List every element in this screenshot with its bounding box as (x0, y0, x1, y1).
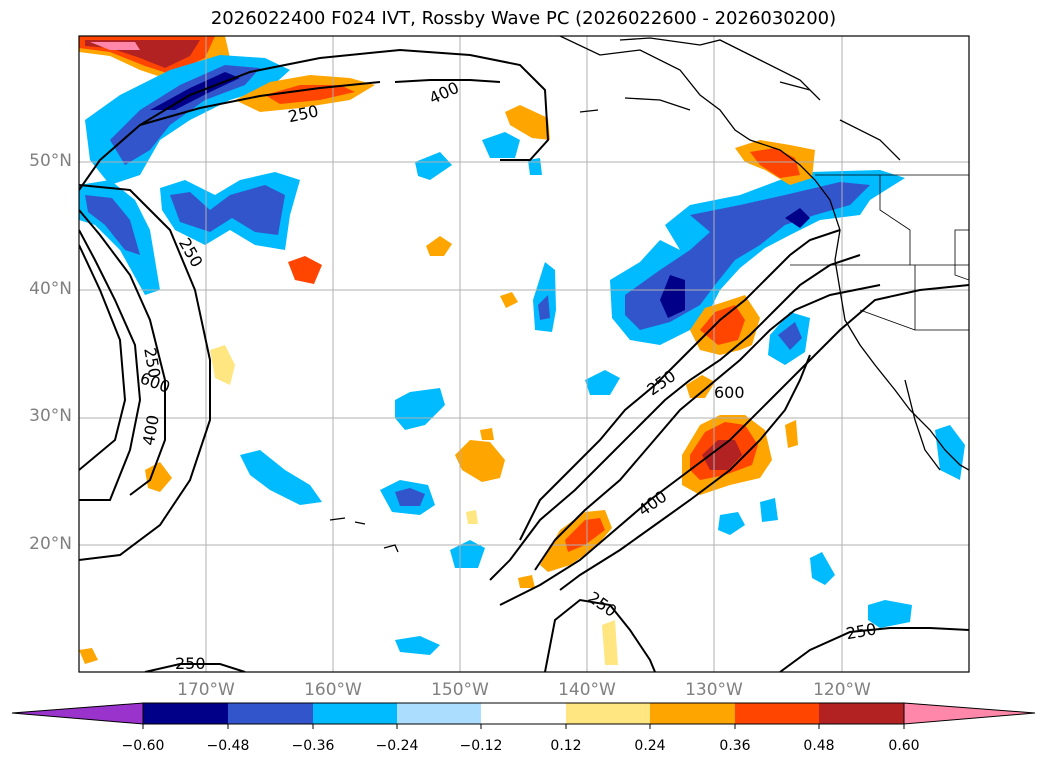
contour-label: 400 (426, 78, 462, 108)
colorbar (11, 702, 1036, 729)
colorbar-tick-label: 0.24 (634, 738, 666, 754)
colorbar-segment (143, 703, 228, 724)
lat-label: 30°N (29, 406, 72, 426)
lon-label: 140°W (558, 680, 616, 700)
colorbar-tick-label: −0.12 (459, 738, 503, 754)
contour-label: 250 (175, 654, 206, 673)
lon-label: 120°W (813, 680, 871, 700)
graticule (79, 36, 969, 672)
contour-label: 250 (584, 588, 620, 621)
borders (790, 174, 969, 331)
colorbar-tick-label: −0.36 (291, 738, 335, 754)
colorbar-extend-right (903, 702, 1036, 725)
plot-frame (78, 35, 970, 673)
colorbar-extend-left (11, 702, 144, 725)
colorbar-segment (397, 703, 481, 724)
lon-label: 150°W (431, 680, 489, 700)
map-title: 2026022400 F024 IVT, Rossby Wave PC (202… (210, 8, 837, 29)
colorbar-tick-label: 0.12 (550, 738, 582, 754)
lat-label: 50°N (29, 151, 72, 171)
colorbar-segment (650, 703, 735, 724)
colorbar-segment (313, 703, 397, 724)
colorbar-segment (819, 703, 904, 724)
colorbar-tick-label: −0.60 (121, 738, 165, 754)
lon-label: 170°W (177, 680, 235, 700)
colorbar-tick-label: 0.48 (803, 738, 835, 754)
colorbar-tick-label: −0.48 (206, 738, 250, 754)
lat-label: 20°N (29, 534, 72, 554)
coastlines (329, 36, 969, 553)
lon-label: 130°W (685, 680, 743, 700)
contour-label: 400 (635, 487, 671, 520)
contour-label: 250 (643, 366, 679, 399)
anomaly-shading (79, 36, 965, 665)
contour-label: 600 (137, 368, 172, 396)
lat-label: 40°N (29, 279, 72, 299)
colorbar-tick-label: 0.60 (888, 738, 920, 754)
contour-label: 250 (844, 619, 877, 643)
colorbar-segment (735, 703, 819, 724)
contour-label: 400 (139, 414, 163, 447)
colorbar-segment (566, 703, 650, 724)
contour-label: 600 (714, 383, 745, 402)
colorbar-segment (228, 703, 313, 724)
colorbar-tick-label: −0.24 (375, 738, 419, 754)
colorbar-segment (481, 703, 566, 724)
lon-label: 160°W (304, 680, 362, 700)
colorbar-tick-label: 0.36 (719, 738, 751, 754)
contour-lines (79, 48, 969, 672)
